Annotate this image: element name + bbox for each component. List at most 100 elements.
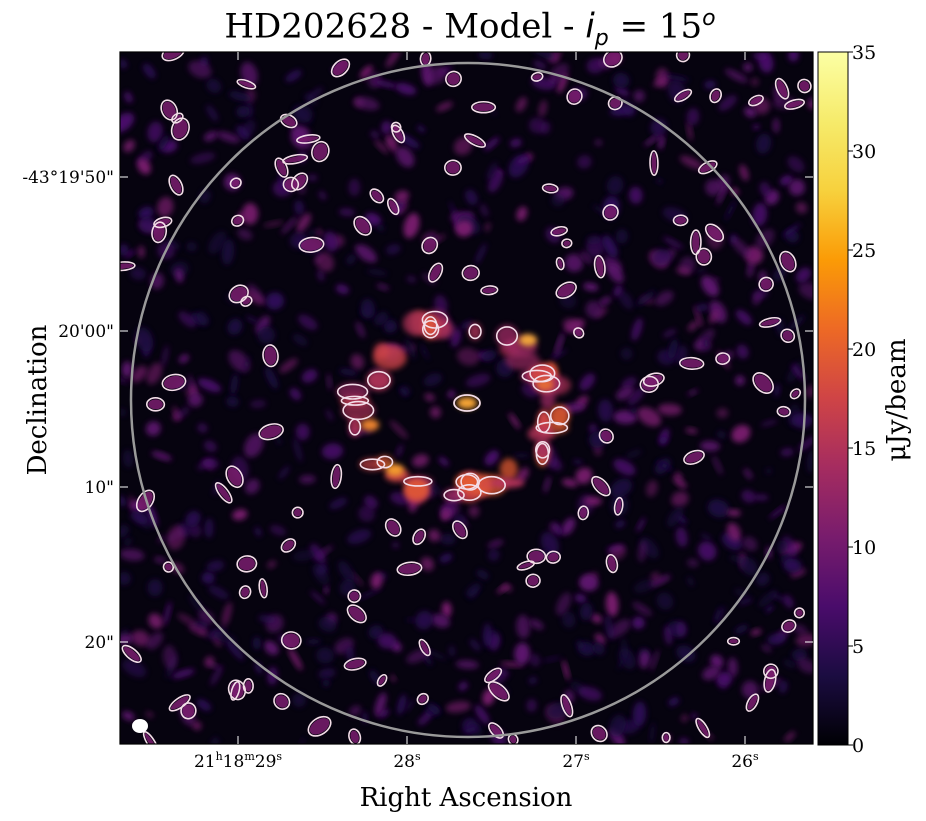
- noise-blob: [417, 712, 432, 726]
- noise-contour: [346, 604, 367, 624]
- noise-blob: [487, 539, 504, 549]
- noise-peak: [447, 72, 460, 85]
- ring-blob: [468, 472, 492, 497]
- y-tick-label-2: 10": [85, 478, 114, 498]
- noise-blob: [128, 495, 134, 509]
- noise-peak: [446, 161, 460, 174]
- noise-blob: [488, 169, 504, 193]
- noise-blob: [227, 318, 243, 335]
- noise-peak: [697, 719, 709, 736]
- noise-blob: [512, 453, 530, 458]
- noise-blob: [312, 563, 330, 585]
- noise-blob: [734, 588, 749, 598]
- noise-blob: [285, 69, 302, 83]
- noise-blob: [120, 112, 135, 133]
- noise-blob: [546, 702, 570, 719]
- noise-blob: [650, 574, 671, 587]
- noise-blob: [189, 524, 202, 538]
- noise-blob: [543, 475, 551, 494]
- noise-peak: [605, 52, 621, 66]
- noise-blob: [425, 65, 448, 85]
- colorbar-tick-label: 0: [852, 735, 864, 757]
- noise-blob: [564, 253, 584, 272]
- x-tick-label-0: 21h18m29s: [194, 750, 282, 772]
- noise-blob: [142, 63, 156, 79]
- noise-blob: [405, 338, 416, 360]
- noise-blob: [120, 408, 127, 417]
- noise-blob: [455, 660, 479, 669]
- noise-peak: [345, 659, 365, 669]
- noise-blob: [636, 517, 646, 533]
- noise-blob: [310, 590, 326, 605]
- noise-blob: [776, 540, 788, 554]
- noise-blob: [438, 456, 449, 467]
- noise-contour: [412, 528, 427, 546]
- noise-blob: [592, 642, 605, 655]
- noise-peak: [298, 136, 319, 142]
- noise-contour: [391, 124, 406, 144]
- noise-blob: [298, 314, 318, 330]
- noise-blob: [481, 350, 497, 362]
- noise-contour: [590, 724, 608, 743]
- noise-contour: [561, 238, 573, 249]
- noise-blob: [671, 491, 689, 507]
- noise-peak: [711, 90, 720, 101]
- noise-blob: [318, 616, 337, 632]
- noise-blob: [772, 117, 780, 134]
- ring-blob: [366, 369, 392, 391]
- noise-contour: [330, 463, 343, 490]
- noise-blob: [465, 189, 478, 206]
- noise-blob: [643, 134, 660, 147]
- noise-peak: [216, 484, 231, 502]
- noise-contour: [526, 548, 547, 565]
- noise-blob: [392, 541, 400, 549]
- noise-contour: [180, 702, 197, 720]
- noise-blob: [178, 354, 190, 364]
- noise-blob: [686, 121, 693, 141]
- central-source: [457, 397, 477, 409]
- noise-contour: [160, 99, 179, 121]
- noise-blob: [685, 427, 698, 434]
- noise-blob: [120, 59, 128, 69]
- noise-blob: [468, 505, 480, 518]
- noise-peak: [387, 520, 400, 535]
- noise-blob: [373, 312, 389, 326]
- noise-blob: [360, 65, 373, 79]
- noise-contour: [236, 555, 258, 573]
- noise-contour: [273, 692, 291, 710]
- noise-peak: [332, 466, 340, 487]
- noise-blob: [145, 421, 161, 436]
- noise-blob: [795, 201, 808, 214]
- noise-blob: [605, 591, 619, 617]
- ring-blob: [505, 351, 540, 370]
- noise-blob: [806, 449, 813, 473]
- noise-blob: [716, 430, 727, 439]
- noise-peak: [760, 278, 772, 290]
- noise-blob: [221, 239, 235, 265]
- noise-peak: [170, 176, 182, 194]
- noise-blob: [415, 610, 434, 630]
- noise-blob: [529, 653, 541, 667]
- noise-peak: [596, 257, 604, 277]
- image-frame: [119, 51, 814, 745]
- noise-blob: [385, 244, 401, 255]
- noise-blob: [606, 263, 624, 283]
- noise-blob: [703, 337, 709, 350]
- noise-blob: [120, 244, 129, 256]
- title-equals: = 15: [608, 6, 703, 47]
- ring-blob: [403, 478, 430, 501]
- noise-blob: [790, 568, 806, 578]
- noise-blob: [529, 618, 544, 630]
- noise-contour: [291, 506, 304, 519]
- noise-blob: [771, 593, 787, 602]
- noise-blob: [702, 665, 721, 681]
- noise-blob: [795, 633, 813, 647]
- noise-blob: [423, 373, 442, 387]
- noise-contour: [280, 631, 302, 650]
- noise-blob: [554, 331, 565, 357]
- noise-blob: [788, 52, 799, 62]
- noise-blob: [705, 179, 722, 196]
- noise-blob: [742, 62, 753, 72]
- noise-contour: [545, 550, 562, 564]
- noise-peak: [579, 507, 587, 519]
